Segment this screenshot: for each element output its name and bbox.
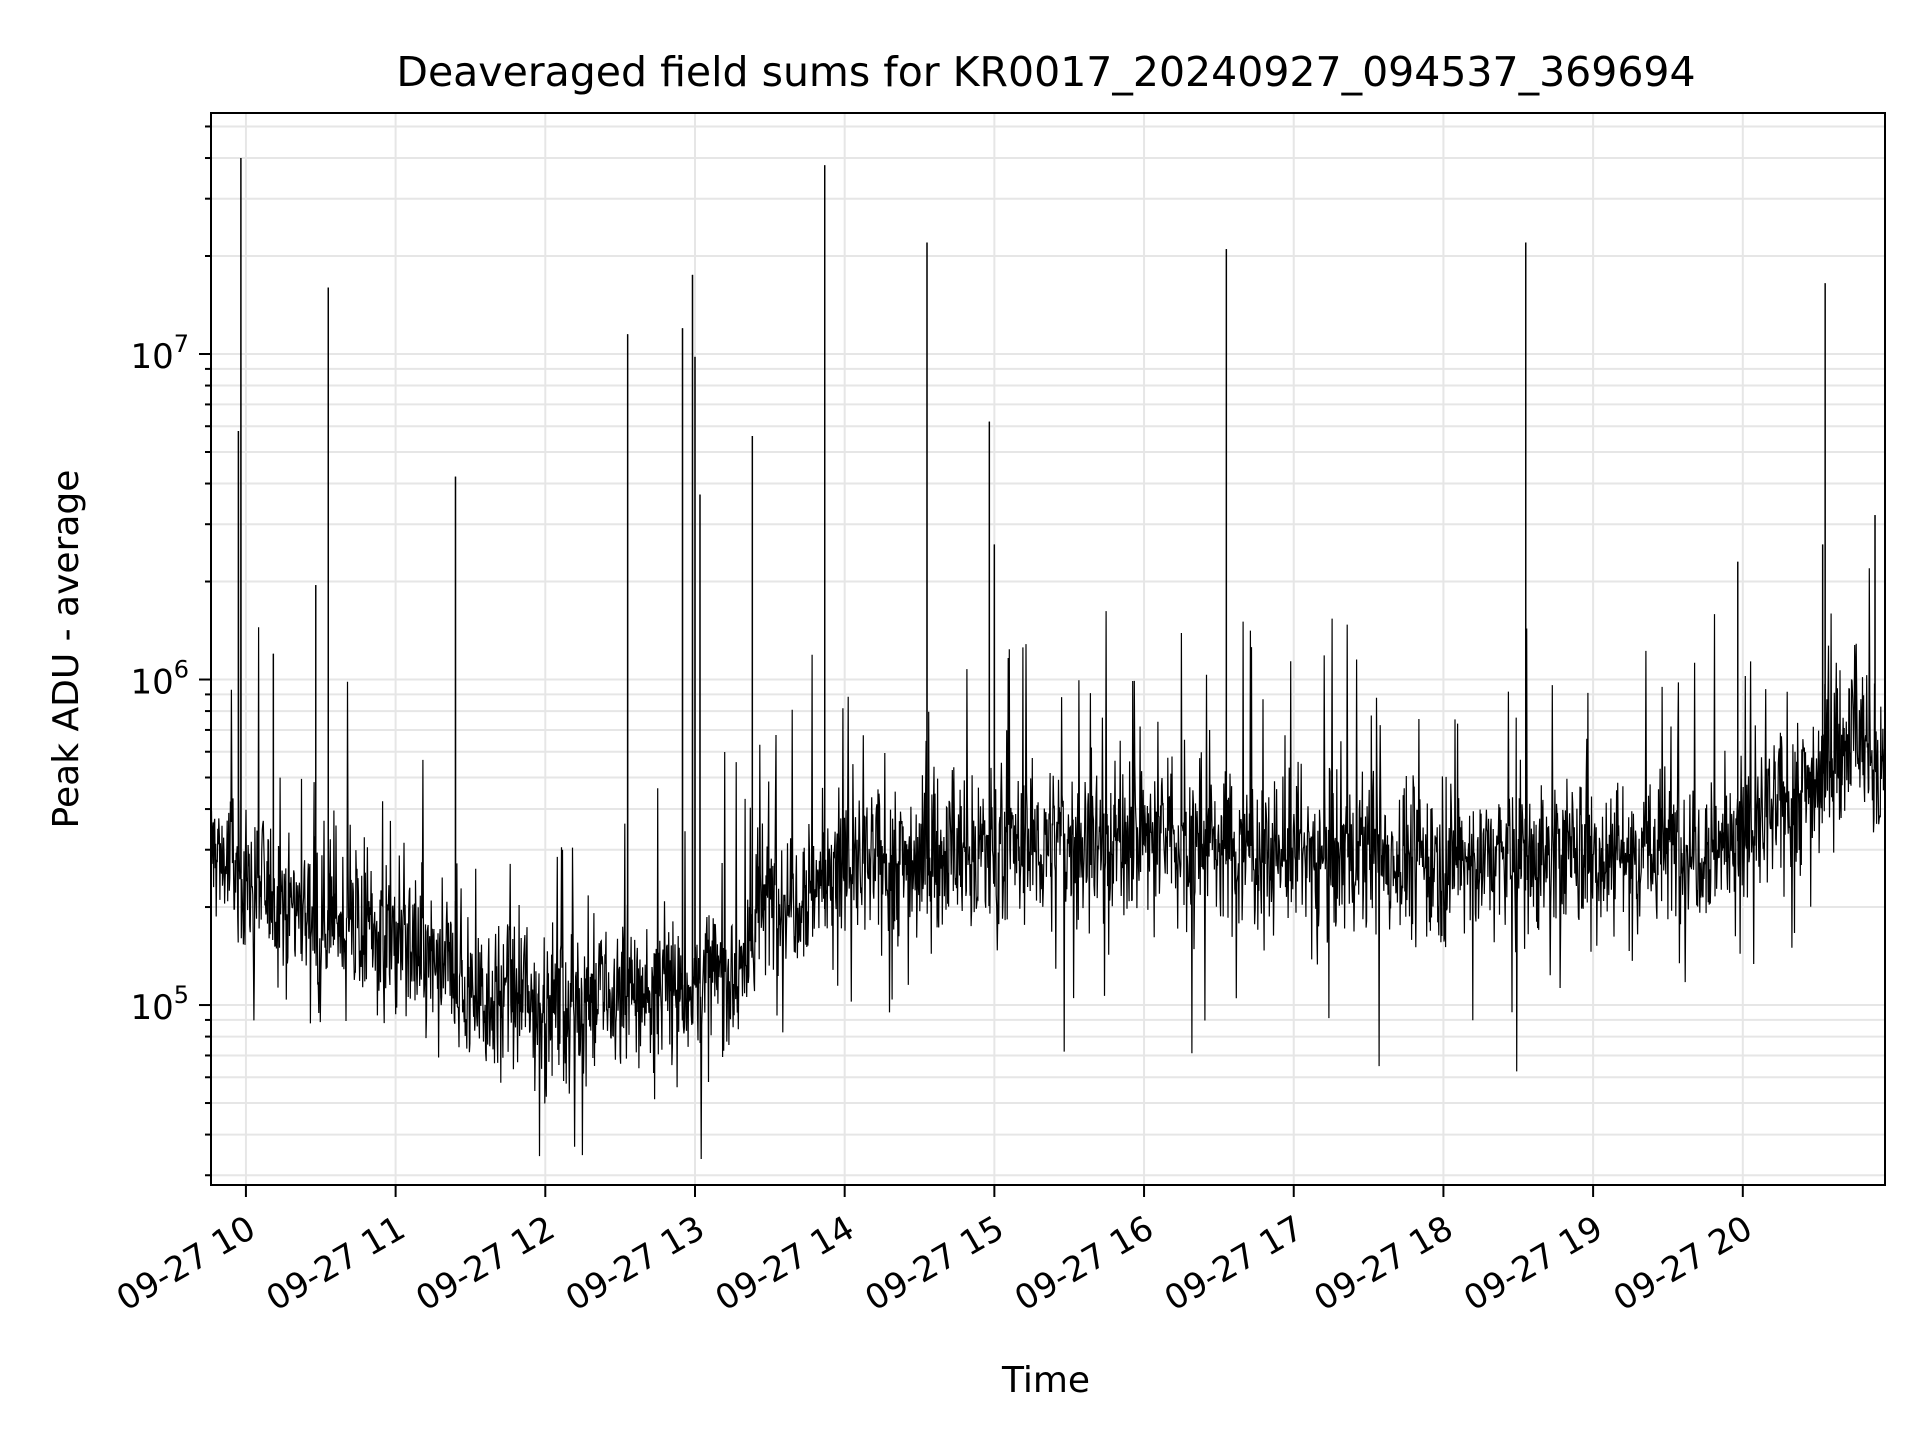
y-tick-base: 10: [130, 988, 173, 1028]
plot-frame: [210, 112, 1886, 1186]
grid: [211, 113, 1885, 1185]
y-tick-base: 10: [130, 337, 173, 377]
x-axis-label: Time: [1001, 1360, 1090, 1401]
series-line: [210, 157, 1886, 1160]
y-tick-base: 10: [130, 663, 173, 703]
y-tick-exponent: 7: [174, 330, 189, 358]
y-tick-exponent: 5: [174, 981, 189, 1009]
y-tick-label: 107: [130, 330, 189, 377]
y-axis-label: Peak ADU - average: [46, 470, 87, 829]
chart-title: Deaveraged field sums for KR0017_2024092…: [396, 48, 1695, 96]
y-tick-exponent: 6: [174, 656, 189, 684]
y-tick-label: 105: [130, 981, 189, 1028]
y-tick-label: 106: [130, 656, 189, 703]
series-trace: [210, 157, 1886, 1160]
